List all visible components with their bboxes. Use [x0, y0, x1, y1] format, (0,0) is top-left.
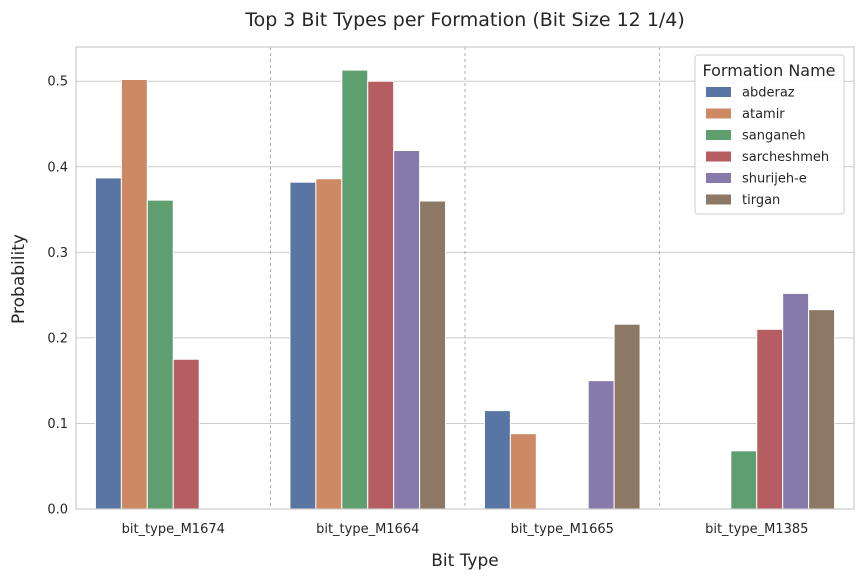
legend-swatch-sarcheshmeh [706, 151, 731, 162]
legend-swatch-sanganeh [706, 130, 731, 140]
plot-frame [75, 46, 855, 510]
bar-sanganeh-bit_type_M1674 [146, 199, 174, 510]
bar-sanganeh-bit_type_M1385 [730, 450, 758, 510]
legend-label-sarcheshmeh: sarcheshmeh [742, 150, 829, 165]
y-tick-label: 0.3 [47, 246, 68, 261]
y-axis-label: Probability [9, 234, 29, 324]
bars [94, 69, 836, 510]
bar-atamir-bit_type_M1664 [315, 178, 343, 510]
bar-tirgan-bit_type_M1664 [419, 200, 447, 510]
x-tick-label: bit_type_M1385 [705, 522, 808, 537]
bar-abderaz-bit_type_M1674 [94, 177, 122, 510]
x-tick-label: bit_type_M1664 [316, 522, 419, 537]
bar-tirgan-bit_type_M1385 [808, 309, 836, 510]
legend-title: Formation Name [702, 61, 835, 80]
legend-swatch-shurijeh-e [706, 173, 731, 183]
bar-tirgan-bit_type_M1665 [613, 323, 641, 510]
legend-swatch-atamir [706, 108, 731, 119]
legend-label-tirgan: tirgan [742, 193, 780, 208]
bar-abderaz-bit_type_M1665 [483, 410, 511, 510]
y-tick-label: 0.5 [47, 75, 68, 90]
y-tick-label: 0.4 [47, 160, 68, 175]
legend-label-abderaz: abderaz [742, 86, 795, 101]
category-separators [270, 47, 660, 509]
y-tick-label: 0.0 [47, 503, 68, 518]
legend-box [694, 54, 845, 215]
bar-sanganeh-bit_type_M1664 [341, 69, 369, 510]
bar-sarcheshmeh-bit_type_M1385 [756, 328, 784, 510]
x-axis-label: Bit Type [431, 551, 499, 571]
y-tick-labels: 0.0 0.1 0.2 0.3 0.4 0.5 [47, 75, 68, 518]
x-tick-label: bit_type_M1674 [122, 522, 225, 537]
x-tick-labels: bit_type_M1674 bit_type_M1664 bit_type_M16… [122, 522, 809, 537]
x-tick-label: bit_type_M1665 [511, 522, 614, 537]
bar-shurijeh-e-bit_type_M1385 [782, 292, 810, 510]
y-tick-label: 0.1 [47, 417, 68, 432]
y-tick-label: 0.2 [47, 331, 68, 346]
legend: Formation Name abderaz atamir sanganeh sarc… [694, 54, 845, 215]
chart-title: Top 3 Bit Types per Formation (Bit Size … [244, 9, 685, 31]
bar-shurijeh-e-bit_type_M1665 [587, 380, 615, 510]
bar-atamir-bit_type_M1674 [120, 79, 148, 510]
legend-swatch-tirgan [706, 194, 731, 205]
bar-sarcheshmeh-bit_type_M1674 [172, 358, 200, 510]
bar-atamir-bit_type_M1665 [509, 433, 537, 510]
bar-sarcheshmeh-bit_type_M1664 [367, 80, 395, 510]
legend-label-atamir: atamir [742, 107, 785, 122]
bar-abderaz-bit_type_M1664 [289, 181, 317, 510]
legend-label-shurijeh-e: shurijeh-e [742, 172, 807, 187]
legend-label-sanganeh: sanganeh [742, 129, 806, 144]
legend-swatch-abderaz [706, 87, 731, 97]
bar-shurijeh-e-bit_type_M1664 [393, 150, 421, 510]
